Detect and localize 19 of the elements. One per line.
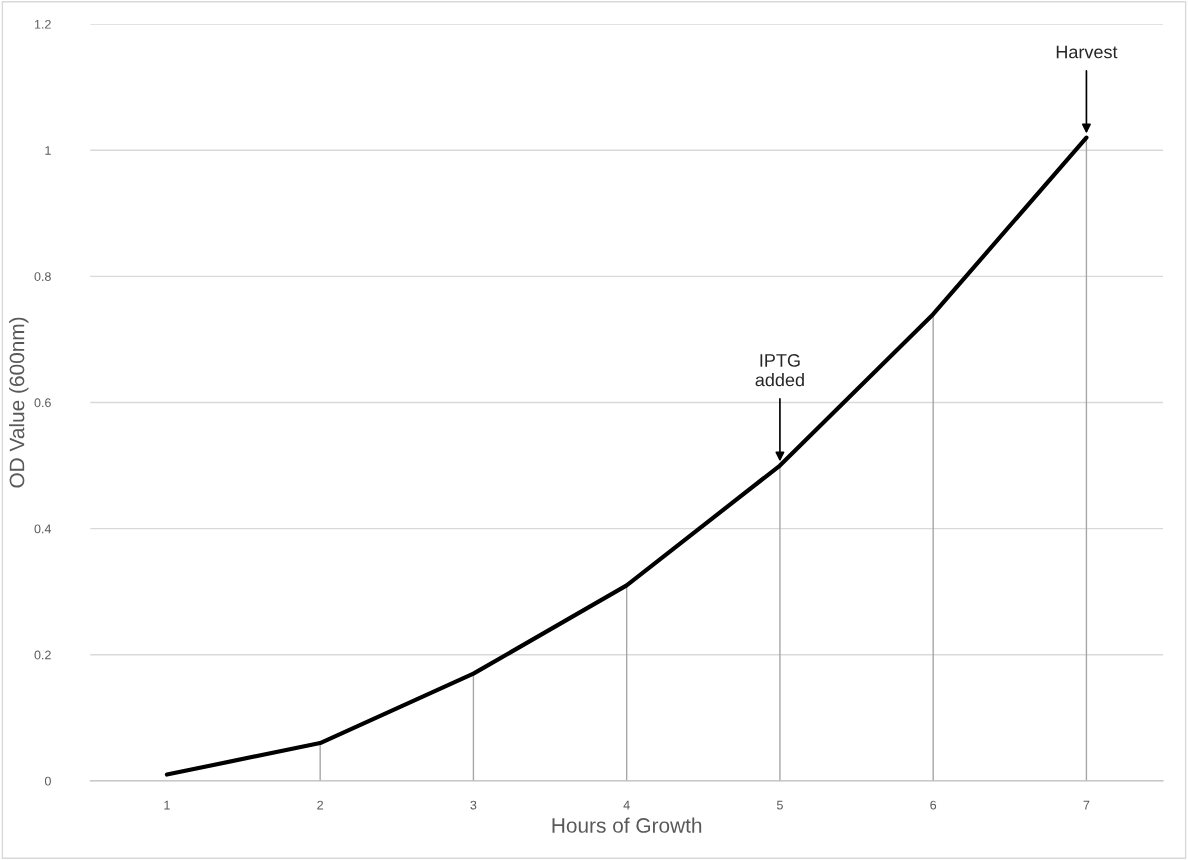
y-axis-title: OD Value (600nm) — [9, 317, 29, 488]
y-tick-label: 0.2 — [34, 650, 51, 660]
x-tick-label: 1 — [164, 800, 170, 810]
x-axis-title: Hours of Growth — [552, 817, 702, 833]
y-tick-label: 0 — [44, 776, 51, 786]
y-tick-label: 0.4 — [34, 524, 52, 534]
annotation: Harvest — [1056, 45, 1118, 59]
y-tick-label: 1 — [45, 146, 51, 155]
annotation: IPTG added — [755, 354, 804, 387]
y-tick-label: 0.6 — [34, 398, 51, 408]
y-tick-label: 0.8 — [34, 272, 51, 281]
x-tick-label: 6 — [930, 800, 937, 810]
y-tick-label: 1.2 — [34, 19, 51, 29]
x-tick-label: 3 — [470, 800, 477, 810]
x-tick-label: 2 — [317, 800, 324, 810]
x-tick-label: 5 — [776, 800, 783, 810]
x-tick-label: 7 — [1083, 800, 1090, 810]
x-tick-label: 4 — [623, 800, 630, 810]
line-series — [164, 135, 1089, 777]
